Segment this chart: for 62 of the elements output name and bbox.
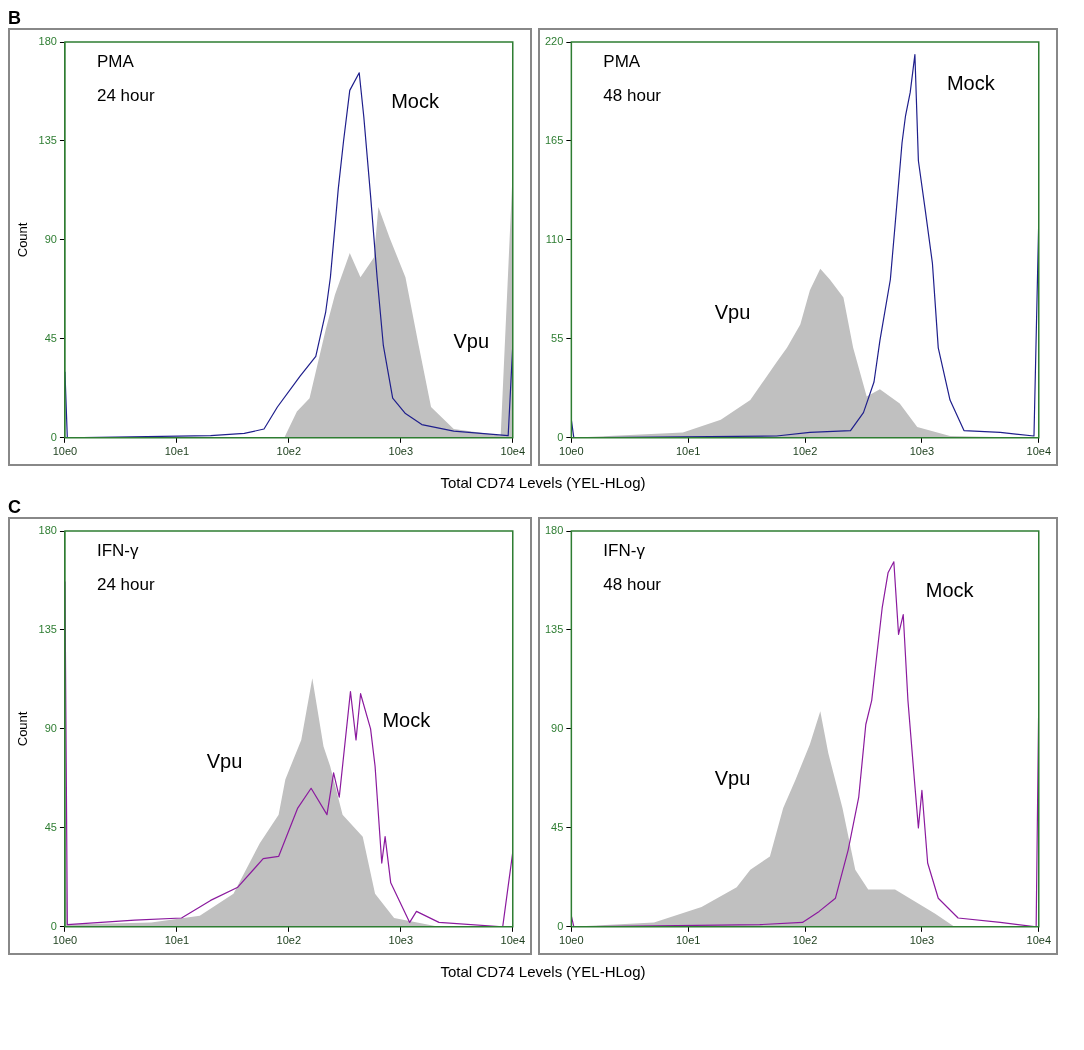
y-tick-label: 110 [545,232,564,245]
x-tick-label: 10e1 [675,445,701,458]
x-tick-label: 10e4 [500,934,526,947]
x-tick-label: 10e0 [559,934,584,947]
annotation: 48 hour [603,575,662,595]
y-axis-title: Count [15,222,31,258]
x-tick-label: 10e0 [52,934,78,947]
series-label: Mock [946,72,996,95]
y-tick-label: 135 [38,133,57,146]
annotation: PMA [96,52,135,72]
x-tick-label: 10e2 [792,445,818,458]
x-axis-title: Total CD74 Levels (YEL-HLog) [439,474,647,491]
x-axis-title: Total CD74 Levels (YEL-HLog) [439,963,647,980]
y-tick-label: 180 [544,524,564,537]
x-tick-label: 10e3 [388,445,414,458]
y-tick-label: 90 [44,232,57,245]
x-tick-label: 10e2 [276,934,302,947]
y-tick-label: 135 [544,622,564,635]
series-label: Mock [382,709,432,732]
annotation: PMA [603,52,641,72]
y-tick-label: 45 [44,820,57,833]
x-tick-label: 10e3 [909,445,935,458]
y-tick-label: 90 [551,721,564,734]
x-tick-label: 10e1 [164,934,190,947]
x-tick-label: 10e1 [675,934,701,947]
y-tick-label: 45 [551,820,564,833]
x-tick-label: 10e4 [1026,445,1052,458]
annotation: IFN-γ [96,541,139,561]
chart-title: C [8,497,22,517]
y-tick-label: 0 [557,430,564,443]
x-tick-label: 10e4 [1026,934,1052,947]
series-label: Mock [391,90,440,113]
series-label: Mock [925,579,975,602]
y-tick-label: 220 [544,35,564,48]
y-tick-label: 55 [551,331,564,344]
y-tick-label: 0 [50,430,57,443]
y-tick-label: 0 [557,919,564,932]
x-tick-label: 10e3 [909,934,935,947]
x-tick-label: 10e4 [500,445,526,458]
y-tick-label: 180 [38,524,57,537]
annotation: IFN-γ [603,541,646,561]
y-tick-label: 45 [44,331,57,344]
annotation: 48 hour [603,86,662,106]
series-label: Vpu [714,766,751,789]
y-tick-label: 180 [38,35,57,48]
y-tick-label: 0 [50,919,57,932]
annotation: 24 hour [96,86,155,106]
y-tick-label: 90 [44,721,57,734]
x-tick-label: 10e1 [164,445,190,458]
series-label: Vpu [453,329,490,352]
y-tick-label: 165 [544,133,564,146]
y-axis-title: Count [15,711,31,747]
x-tick-label: 10e3 [388,934,414,947]
x-tick-label: 10e0 [52,445,78,458]
chart-title: B [8,8,22,28]
x-tick-label: 10e2 [792,934,818,947]
y-tick-label: 135 [38,622,57,635]
x-tick-label: 10e0 [559,445,584,458]
annotation: 24 hour [96,575,155,595]
text: Vpu [206,750,243,773]
text: Vpu [714,300,751,323]
x-tick-label: 10e2 [276,445,302,458]
